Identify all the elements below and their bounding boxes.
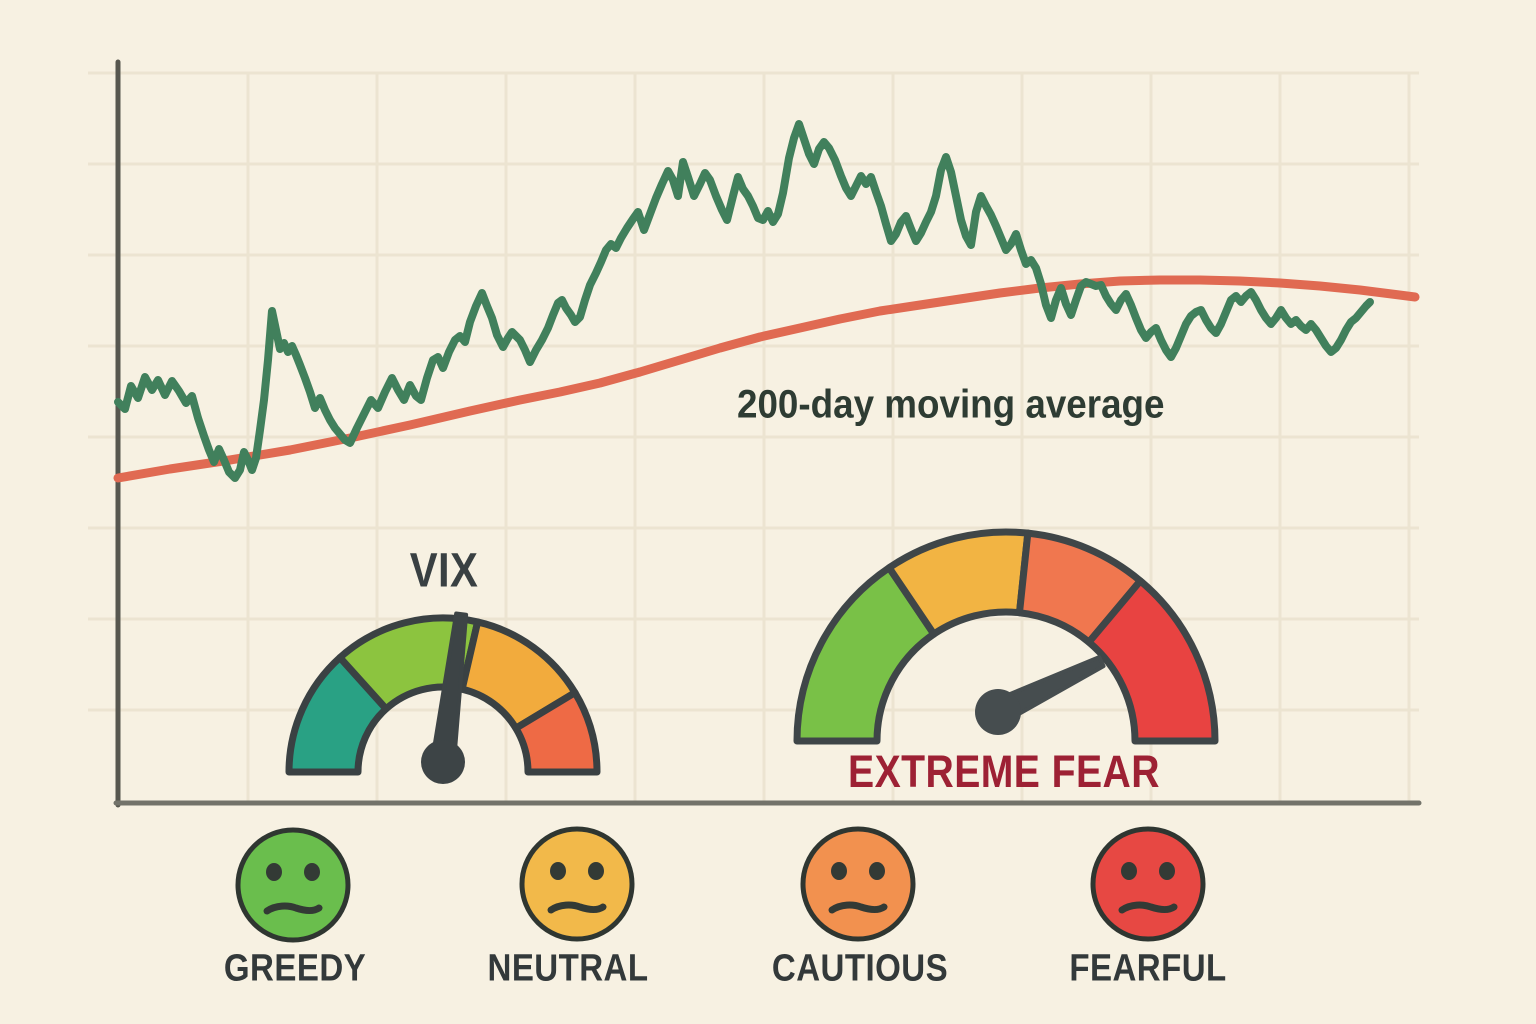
face-fearful-mouth — [1118, 901, 1178, 914]
face-cautious-left-eye — [831, 862, 847, 880]
price-line — [114, 120, 1374, 482]
face-label-cautious: CAUTIOUS — [759, 948, 961, 991]
vix-gauge-title: VIX — [405, 544, 484, 599]
face-label-fearful: FEARFUL — [1058, 948, 1239, 991]
face-fearful-right-eye — [1159, 862, 1175, 880]
face-neutral-right-eye — [588, 862, 604, 880]
face-greedy — [235, 827, 351, 943]
moving-average-label: 200-day moving average — [737, 383, 1202, 428]
fear-greed-segment-extreme-fear — [1085, 577, 1219, 745]
fear-greed-needle-hub — [975, 689, 1021, 735]
fear-gauge-reading: EXTREME FEAR — [825, 746, 1184, 798]
face-neutral-mouth — [547, 901, 607, 914]
face-label-greedy-text: GREEDY — [223, 947, 367, 990]
moving-average-line — [113, 275, 1420, 483]
face-neutral — [519, 826, 635, 942]
face-cautious — [800, 826, 916, 942]
face-fearful — [1090, 826, 1206, 942]
face-neutral-left-eye — [550, 862, 566, 880]
fear-gauge-reading-text: EXTREME FEAR — [848, 746, 1160, 797]
vix-needle-hub — [421, 740, 465, 784]
face-cautious-right-eye — [869, 862, 885, 880]
face-label-neutral: NEUTRAL — [475, 948, 660, 991]
moving-average-label-text: 200-day moving average — [737, 382, 1165, 427]
vix-gauge-title-text: VIX — [409, 544, 479, 598]
face-fearful-left-eye — [1121, 862, 1137, 880]
face-label-neutral-text: NEUTRAL — [487, 947, 649, 990]
face-greedy-left-eye — [266, 863, 282, 881]
face-greedy-mouth — [263, 902, 323, 915]
face-cautious-mouth — [828, 901, 888, 914]
face-label-fearful-text: FEARFUL — [1069, 947, 1227, 990]
face-label-cautious-text: CAUTIOUS — [771, 947, 949, 990]
face-label-greedy: GREEDY — [213, 948, 376, 991]
face-greedy-right-eye — [304, 863, 320, 881]
vix-segment-high — [512, 689, 601, 776]
